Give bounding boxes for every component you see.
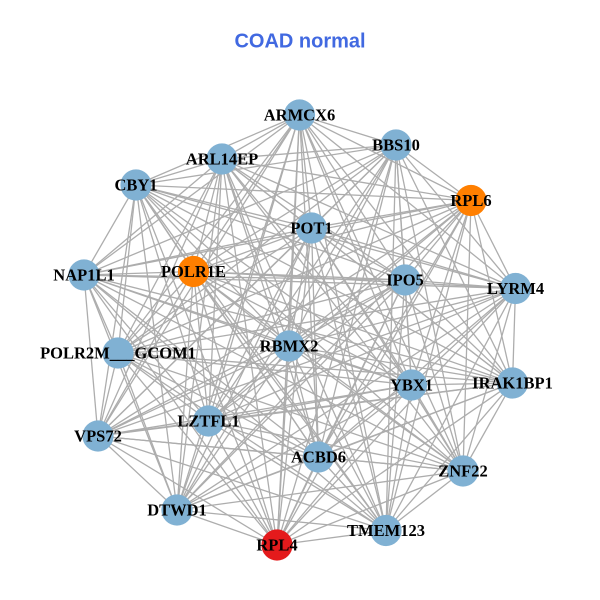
svg-text:DTWD1: DTWD1 xyxy=(147,500,207,519)
svg-text:ARMCX6: ARMCX6 xyxy=(264,105,336,124)
svg-text:NAP1L1: NAP1L1 xyxy=(53,265,114,284)
svg-text:IRAK1BP1: IRAK1BP1 xyxy=(472,373,553,392)
svg-text:POLR1E: POLR1E xyxy=(161,262,226,281)
svg-text:CBY1: CBY1 xyxy=(114,175,157,194)
svg-text:IPO5: IPO5 xyxy=(386,270,424,289)
svg-text:YBX1: YBX1 xyxy=(390,375,433,394)
svg-text:LYRM4: LYRM4 xyxy=(487,279,544,298)
svg-text:POLR2M___GCOM1: POLR2M___GCOM1 xyxy=(40,343,196,362)
svg-text:ARL14EP: ARL14EP xyxy=(186,149,258,168)
svg-text:VPS72: VPS72 xyxy=(74,426,122,445)
svg-text:BBS10: BBS10 xyxy=(372,135,420,154)
svg-text:TMEM123: TMEM123 xyxy=(347,521,425,540)
svg-text:COAD normal: COAD normal xyxy=(234,31,365,53)
svg-text:RBMX2: RBMX2 xyxy=(260,336,319,355)
svg-text:LZTFL1: LZTFL1 xyxy=(177,411,239,430)
svg-text:RPL6: RPL6 xyxy=(450,191,491,210)
svg-text:POT1: POT1 xyxy=(290,218,332,237)
svg-text:ZNF22: ZNF22 xyxy=(438,461,488,480)
svg-text:RPL4: RPL4 xyxy=(256,535,297,554)
svg-text:ACBD6: ACBD6 xyxy=(291,447,346,466)
